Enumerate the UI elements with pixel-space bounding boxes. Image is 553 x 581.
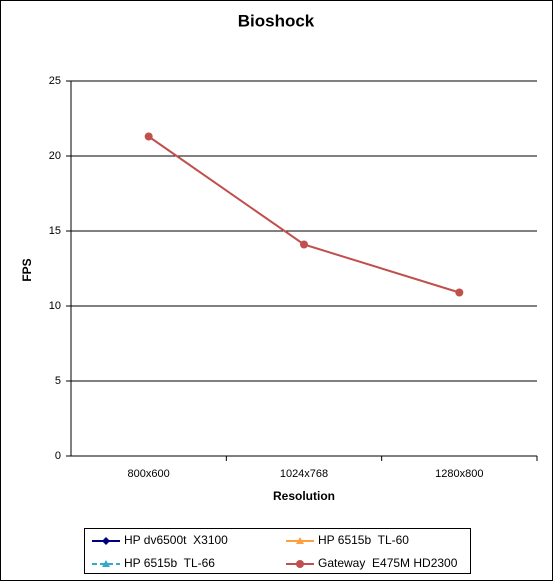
y-axis-label: FPS: [20, 258, 34, 281]
legend-label: Gateway E475M HD2300: [318, 556, 458, 570]
y-tick-label: 0: [55, 450, 61, 462]
x-tick-label: 1280x800: [435, 468, 483, 480]
x-tick-label: 1024x768: [280, 468, 328, 480]
y-tick-label: 15: [49, 225, 61, 237]
legend-label: HP dv6500t X3100: [124, 533, 228, 547]
legend-marker: [296, 537, 304, 544]
chart-title: Bioshock: [238, 11, 315, 30]
y-tick-label: 10: [49, 300, 61, 312]
marker: [455, 288, 464, 297]
legend-box: [84, 528, 471, 574]
y-tick-label: 20: [49, 150, 61, 162]
marker: [300, 240, 308, 249]
y-tick-label: 25: [49, 75, 61, 87]
legend-marker: [102, 560, 110, 567]
legend-marker: [296, 560, 304, 568]
marker: [144, 132, 153, 141]
legend-marker: [102, 537, 110, 545]
legend-label: HP 6515b TL-66: [124, 556, 215, 570]
x-axis-label: Resolution: [273, 489, 335, 503]
x-tick-label: 800x600: [128, 468, 170, 480]
y-tick-label: 5: [55, 375, 61, 387]
legend-label: HP 6515b TL-60: [318, 533, 409, 547]
